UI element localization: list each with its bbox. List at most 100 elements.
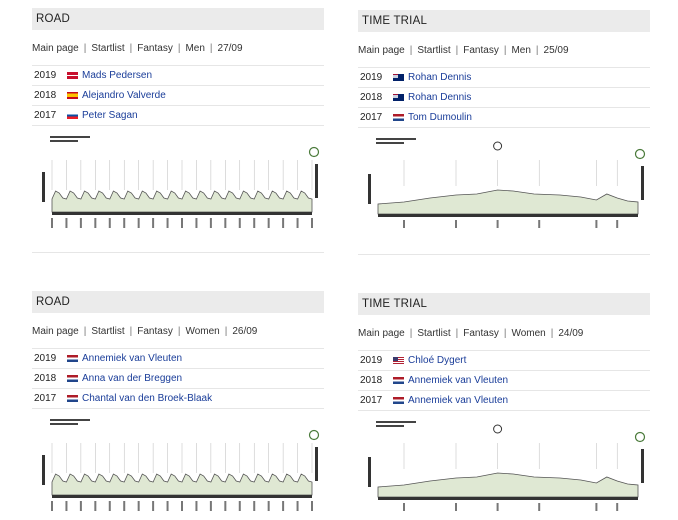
winner-row: 2018 Anna van der Breggen [32, 369, 324, 389]
past-winners-list: 2019 Rohan Dennis 2018 Rohan Dennis 2017 To… [358, 67, 650, 128]
winner-name-link[interactable]: Annemiek van Vleuten [82, 353, 183, 364]
race-subnav: Main page | Startlist | Fantasy | Men | 27/09 [32, 43, 243, 54]
profile-km-label [282, 218, 285, 228]
profile-baseline [52, 495, 312, 498]
elevation-area [51, 190, 313, 213]
startlist-link[interactable]: Startlist [91, 43, 125, 54]
winner-row: 2019 Annemiek van Vleuten [32, 349, 324, 369]
panel-title: TIME TRIAL [358, 10, 650, 32]
profile-km-label [595, 220, 598, 228]
profile-km-label [94, 501, 97, 511]
profile-km-label [79, 501, 82, 511]
finish-icon [308, 429, 320, 441]
winner-name-link[interactable]: Anna van der Breggen [82, 373, 183, 384]
profile-baseline [378, 497, 638, 500]
winner-name-link[interactable]: Annemiek van Vleuten [408, 395, 509, 406]
profile-km-label [253, 501, 256, 511]
startlist-link[interactable]: Startlist [91, 326, 125, 337]
start-label-mark [368, 174, 371, 204]
profile-km-label [496, 220, 499, 228]
winner-name-link[interactable]: Alejandro Valverde [82, 90, 166, 101]
start-label-mark [368, 457, 371, 487]
category-label: Women [511, 328, 546, 339]
winner-row: 2018 Rohan Dennis [358, 88, 650, 108]
profile-km-label [65, 218, 68, 228]
stage-profile-image[interactable] [32, 132, 324, 253]
winner-year: 2017 [360, 395, 383, 406]
category-label: Women [185, 326, 220, 337]
winner-year: 2019 [360, 355, 383, 366]
checkpoint-icon [493, 424, 503, 434]
fantasy-link[interactable]: Fantasy [137, 326, 173, 337]
road-profile-svg [42, 136, 320, 228]
netherlands-flag-icon [67, 395, 78, 402]
profile-km-label [137, 501, 140, 511]
main-page-link[interactable]: Main page [358, 328, 405, 339]
stage-profile-image[interactable] [358, 417, 650, 520]
winner-year: 2018 [34, 90, 57, 101]
winner-name-link[interactable]: Chantal van den Broek-Blaak [82, 393, 213, 404]
winner-name-link[interactable]: Mads Pedersen [82, 70, 153, 81]
profile-caption-line [50, 136, 90, 138]
stage-profile-image[interactable] [358, 134, 650, 255]
netherlands-flag-icon [393, 397, 404, 404]
fantasy-link[interactable]: Fantasy [463, 328, 499, 339]
race-panel-men-itt: TIME TRIAL Main page | Startlist | Fantasy | M… [358, 10, 650, 255]
main-page-link[interactable]: Main page [32, 43, 79, 54]
winner-name-link[interactable]: Rohan Dennis [408, 92, 472, 103]
elevation-area [377, 472, 639, 498]
main-page-link[interactable]: Main page [358, 45, 405, 56]
winner-row: 2019 Mads Pedersen [32, 66, 324, 86]
profile-caption-line [376, 138, 416, 140]
profile-km-label [166, 501, 169, 511]
profile-km-label [209, 218, 212, 228]
main-page-link[interactable]: Main page [32, 326, 79, 337]
australia-flag-icon [393, 74, 404, 81]
winner-year: 2019 [34, 70, 57, 81]
profile-km-label [282, 501, 285, 511]
profile-km-label [253, 218, 256, 228]
fantasy-link[interactable]: Fantasy [137, 43, 173, 54]
profile-caption-line [50, 419, 90, 421]
profile-km-label [538, 503, 541, 511]
category-label: Men [185, 43, 205, 54]
stage-profile-image[interactable] [32, 415, 324, 520]
netherlands-flag-icon [393, 377, 404, 384]
profile-km-label [616, 220, 619, 228]
profile-km-label [538, 220, 541, 228]
winner-name-link[interactable]: Tom Dumoulin [408, 112, 472, 123]
profile-km-label [238, 501, 241, 511]
profile-km-label [152, 501, 155, 511]
race-panel-men-road: ROAD Main page | Startlist | Fantasy | Men | 27/… [32, 8, 324, 253]
itt-profile-svg [368, 138, 646, 228]
profile-caption-line [376, 425, 404, 427]
finish-label-mark [315, 447, 318, 481]
profile-km-label [296, 218, 299, 228]
startlist-link[interactable]: Startlist [417, 45, 451, 56]
fantasy-link[interactable]: Fantasy [463, 45, 499, 56]
start-label-mark [42, 455, 45, 485]
winner-row: 2017 Chantal van den Broek-Blaak [32, 389, 324, 409]
past-winners-list: 2019 Mads Pedersen 2018 Alejandro Valverde… [32, 65, 324, 126]
winner-name-link[interactable]: Chloé Dygert [408, 355, 467, 366]
itt-profile-svg [368, 421, 646, 511]
finish-icon [634, 148, 646, 160]
profile-baseline [52, 212, 312, 215]
slovakia-flag-icon [67, 112, 78, 119]
category-label: Men [511, 45, 531, 56]
startlist-link[interactable]: Startlist [417, 328, 451, 339]
netherlands-flag-icon [67, 375, 78, 382]
winner-name-link[interactable]: Peter Sagan [82, 110, 138, 121]
winner-year: 2017 [34, 110, 57, 121]
finish-label-mark [315, 164, 318, 198]
winner-row: 2019 Chloé Dygert [358, 351, 650, 371]
winner-name-link[interactable]: Annemiek van Vleuten [408, 375, 509, 386]
finish-icon [634, 431, 646, 443]
start-label-mark [42, 172, 45, 202]
winner-name-link[interactable]: Rohan Dennis [408, 72, 472, 83]
profile-km-label [137, 218, 140, 228]
profile-km-label [496, 503, 499, 511]
profile-km-label [108, 501, 111, 511]
elevation-area [377, 189, 639, 215]
race-date: 24/09 [558, 328, 584, 339]
